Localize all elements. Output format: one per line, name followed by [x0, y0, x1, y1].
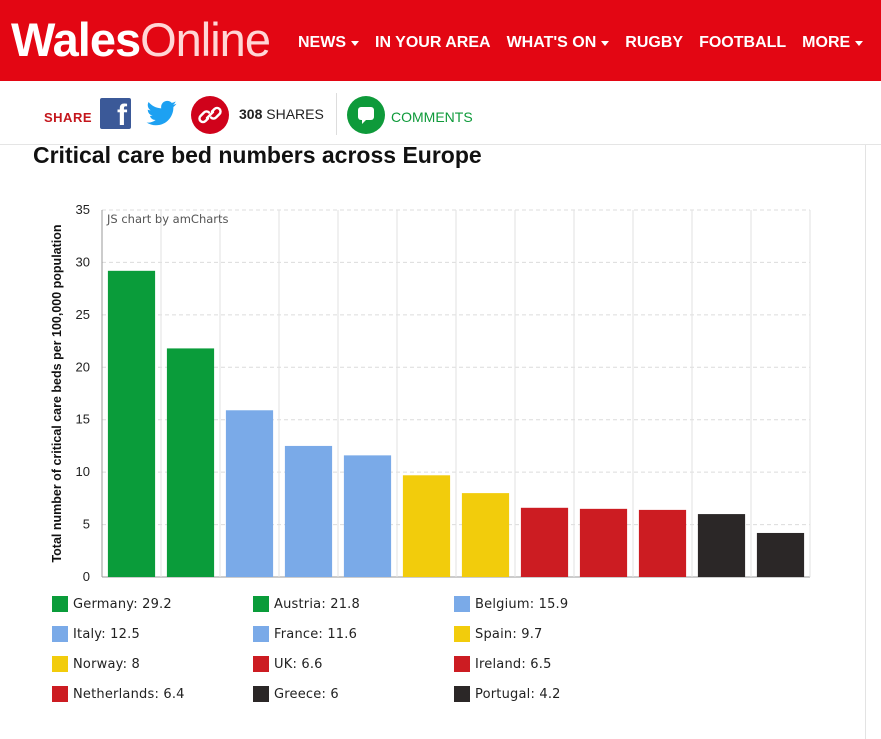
logo-light-text: Online [140, 13, 271, 66]
link-icon[interactable] [191, 96, 229, 134]
nav-more[interactable]: MORE [802, 33, 864, 53]
bar-norway [461, 493, 510, 577]
share-bar: SHARE f 308 SHARES COMMENTS [0, 81, 881, 145]
site-header: WalesOnline NEWS IN YOUR AREA WHAT'S ON … [0, 0, 881, 81]
y-tick-label: 25 [76, 307, 90, 322]
legend-swatch [52, 656, 68, 672]
legend-item[interactable]: Austria: 21.8 [253, 596, 360, 612]
chevron-down-icon [351, 40, 359, 46]
legend-item[interactable]: UK: 6.6 [253, 656, 323, 672]
legend-item[interactable]: Italy: 12.5 [52, 626, 140, 642]
legend-label: Ireland: 6.5 [475, 656, 552, 672]
legend-item[interactable]: Belgium: 15.9 [454, 596, 568, 612]
y-tick-label: 10 [76, 464, 90, 479]
y-axis-label: Total number of critical care beds per 1… [50, 224, 64, 562]
legend-item[interactable]: Greece: 6 [253, 686, 339, 702]
legend-item[interactable]: Germany: 29.2 [52, 596, 172, 612]
bar-uk [520, 507, 569, 577]
legend-label: France: 11.6 [274, 626, 358, 642]
y-tick-label: 15 [76, 412, 90, 427]
legend-label: Spain: 9.7 [475, 626, 543, 642]
chevron-down-icon [855, 40, 864, 46]
link-glyph [198, 106, 222, 124]
chart-svg: 0 5 10 15 20 25 30 35 JS chart by amCharts Total … [50, 202, 811, 584]
bar-austria [166, 348, 215, 577]
legend-label: Greece: 6 [274, 686, 339, 702]
content-right-border [865, 145, 866, 739]
y-tick-label: 20 [76, 359, 90, 374]
legend-swatch [454, 656, 470, 672]
legend-label: Italy: 12.5 [73, 626, 140, 642]
legend-label: Germany: 29.2 [73, 596, 172, 612]
nav-whats-on[interactable]: WHAT'S ON [507, 33, 610, 53]
legend-swatch [52, 626, 68, 642]
legend-item[interactable]: Netherlands: 6.4 [52, 686, 185, 702]
bar-portugal [756, 532, 805, 577]
nav-label: RUGBY [625, 34, 684, 51]
legend-swatch [454, 596, 470, 612]
legend-swatch [454, 626, 470, 642]
nav-label: WHAT'S ON [506, 34, 597, 51]
bar-belgium [225, 410, 274, 577]
bar-germany [107, 270, 156, 577]
legend-item[interactable]: Portugal: 4.2 [454, 686, 561, 702]
legend-swatch [253, 686, 269, 702]
nav-football[interactable]: FOOTBALL [699, 33, 786, 53]
y-tick-label: 30 [76, 254, 90, 269]
bar-netherlands [638, 509, 687, 577]
bar-spain [402, 475, 451, 577]
legend-label: UK: 6.6 [274, 656, 323, 672]
share-divider [336, 93, 337, 135]
y-tick-label: 0 [83, 569, 90, 584]
y-tick-label: 5 [83, 517, 90, 532]
legend-item[interactable]: France: 11.6 [253, 626, 357, 642]
facebook-icon[interactable]: f [100, 98, 131, 131]
legend-swatch [52, 596, 68, 612]
legend-swatch [253, 596, 269, 612]
nav-rugby[interactable]: RUGBY [625, 33, 683, 53]
chevron-down-icon [601, 40, 610, 46]
share-count-number: 308 [239, 106, 263, 122]
legend-item[interactable]: Ireland: 6.5 [454, 656, 552, 672]
share-count: 308 SHARES [239, 106, 324, 122]
comment-icon[interactable] [347, 96, 385, 134]
twitter-icon[interactable] [146, 98, 178, 128]
page-title: Critical care bed numbers across Europe [33, 142, 482, 168]
legend-label: Portugal: 4.2 [475, 686, 561, 702]
site-logo[interactable]: WalesOnline [11, 13, 271, 66]
nav-news[interactable]: NEWS [298, 33, 359, 53]
nav-in-your-area[interactable]: IN YOUR AREA [375, 33, 491, 53]
legend-item[interactable]: Norway: 8 [52, 656, 140, 672]
logo-bold-text: Wales [11, 13, 141, 66]
legend-label: Austria: 21.8 [274, 596, 360, 612]
bar-italy [284, 445, 333, 577]
legend-item[interactable]: Spain: 9.7 [454, 626, 543, 642]
chart-credit: JS chart by amCharts [106, 212, 229, 226]
legend-swatch [52, 686, 68, 702]
legend-label: Norway: 8 [73, 656, 140, 672]
nav-label: IN YOUR AREA [375, 34, 491, 51]
bar-ireland [579, 508, 628, 577]
comment-glyph [358, 107, 374, 124]
legend-swatch [253, 626, 269, 642]
comments-link[interactable]: COMMENTS [391, 109, 473, 125]
bar-greece [697, 514, 746, 577]
legend-swatch [253, 656, 269, 672]
y-tick-label: 35 [76, 202, 90, 217]
bar-chart: 0 5 10 15 20 25 30 35 JS chart by amCharts Total … [0, 190, 860, 610]
nav-label: NEWS [298, 34, 346, 51]
legend-swatch [454, 686, 470, 702]
share-count-text: SHARES [266, 106, 324, 122]
nav-label: MORE [802, 34, 851, 51]
legend-label: Belgium: 15.9 [475, 596, 569, 612]
legend-label: Netherlands: 6.4 [73, 686, 185, 702]
share-label: SHARE [44, 110, 93, 125]
main-nav: NEWS IN YOUR AREA WHAT'S ON RUGBY FOOTBA… [298, 33, 864, 53]
bar-france [343, 455, 392, 577]
nav-label: FOOTBALL [699, 34, 787, 51]
